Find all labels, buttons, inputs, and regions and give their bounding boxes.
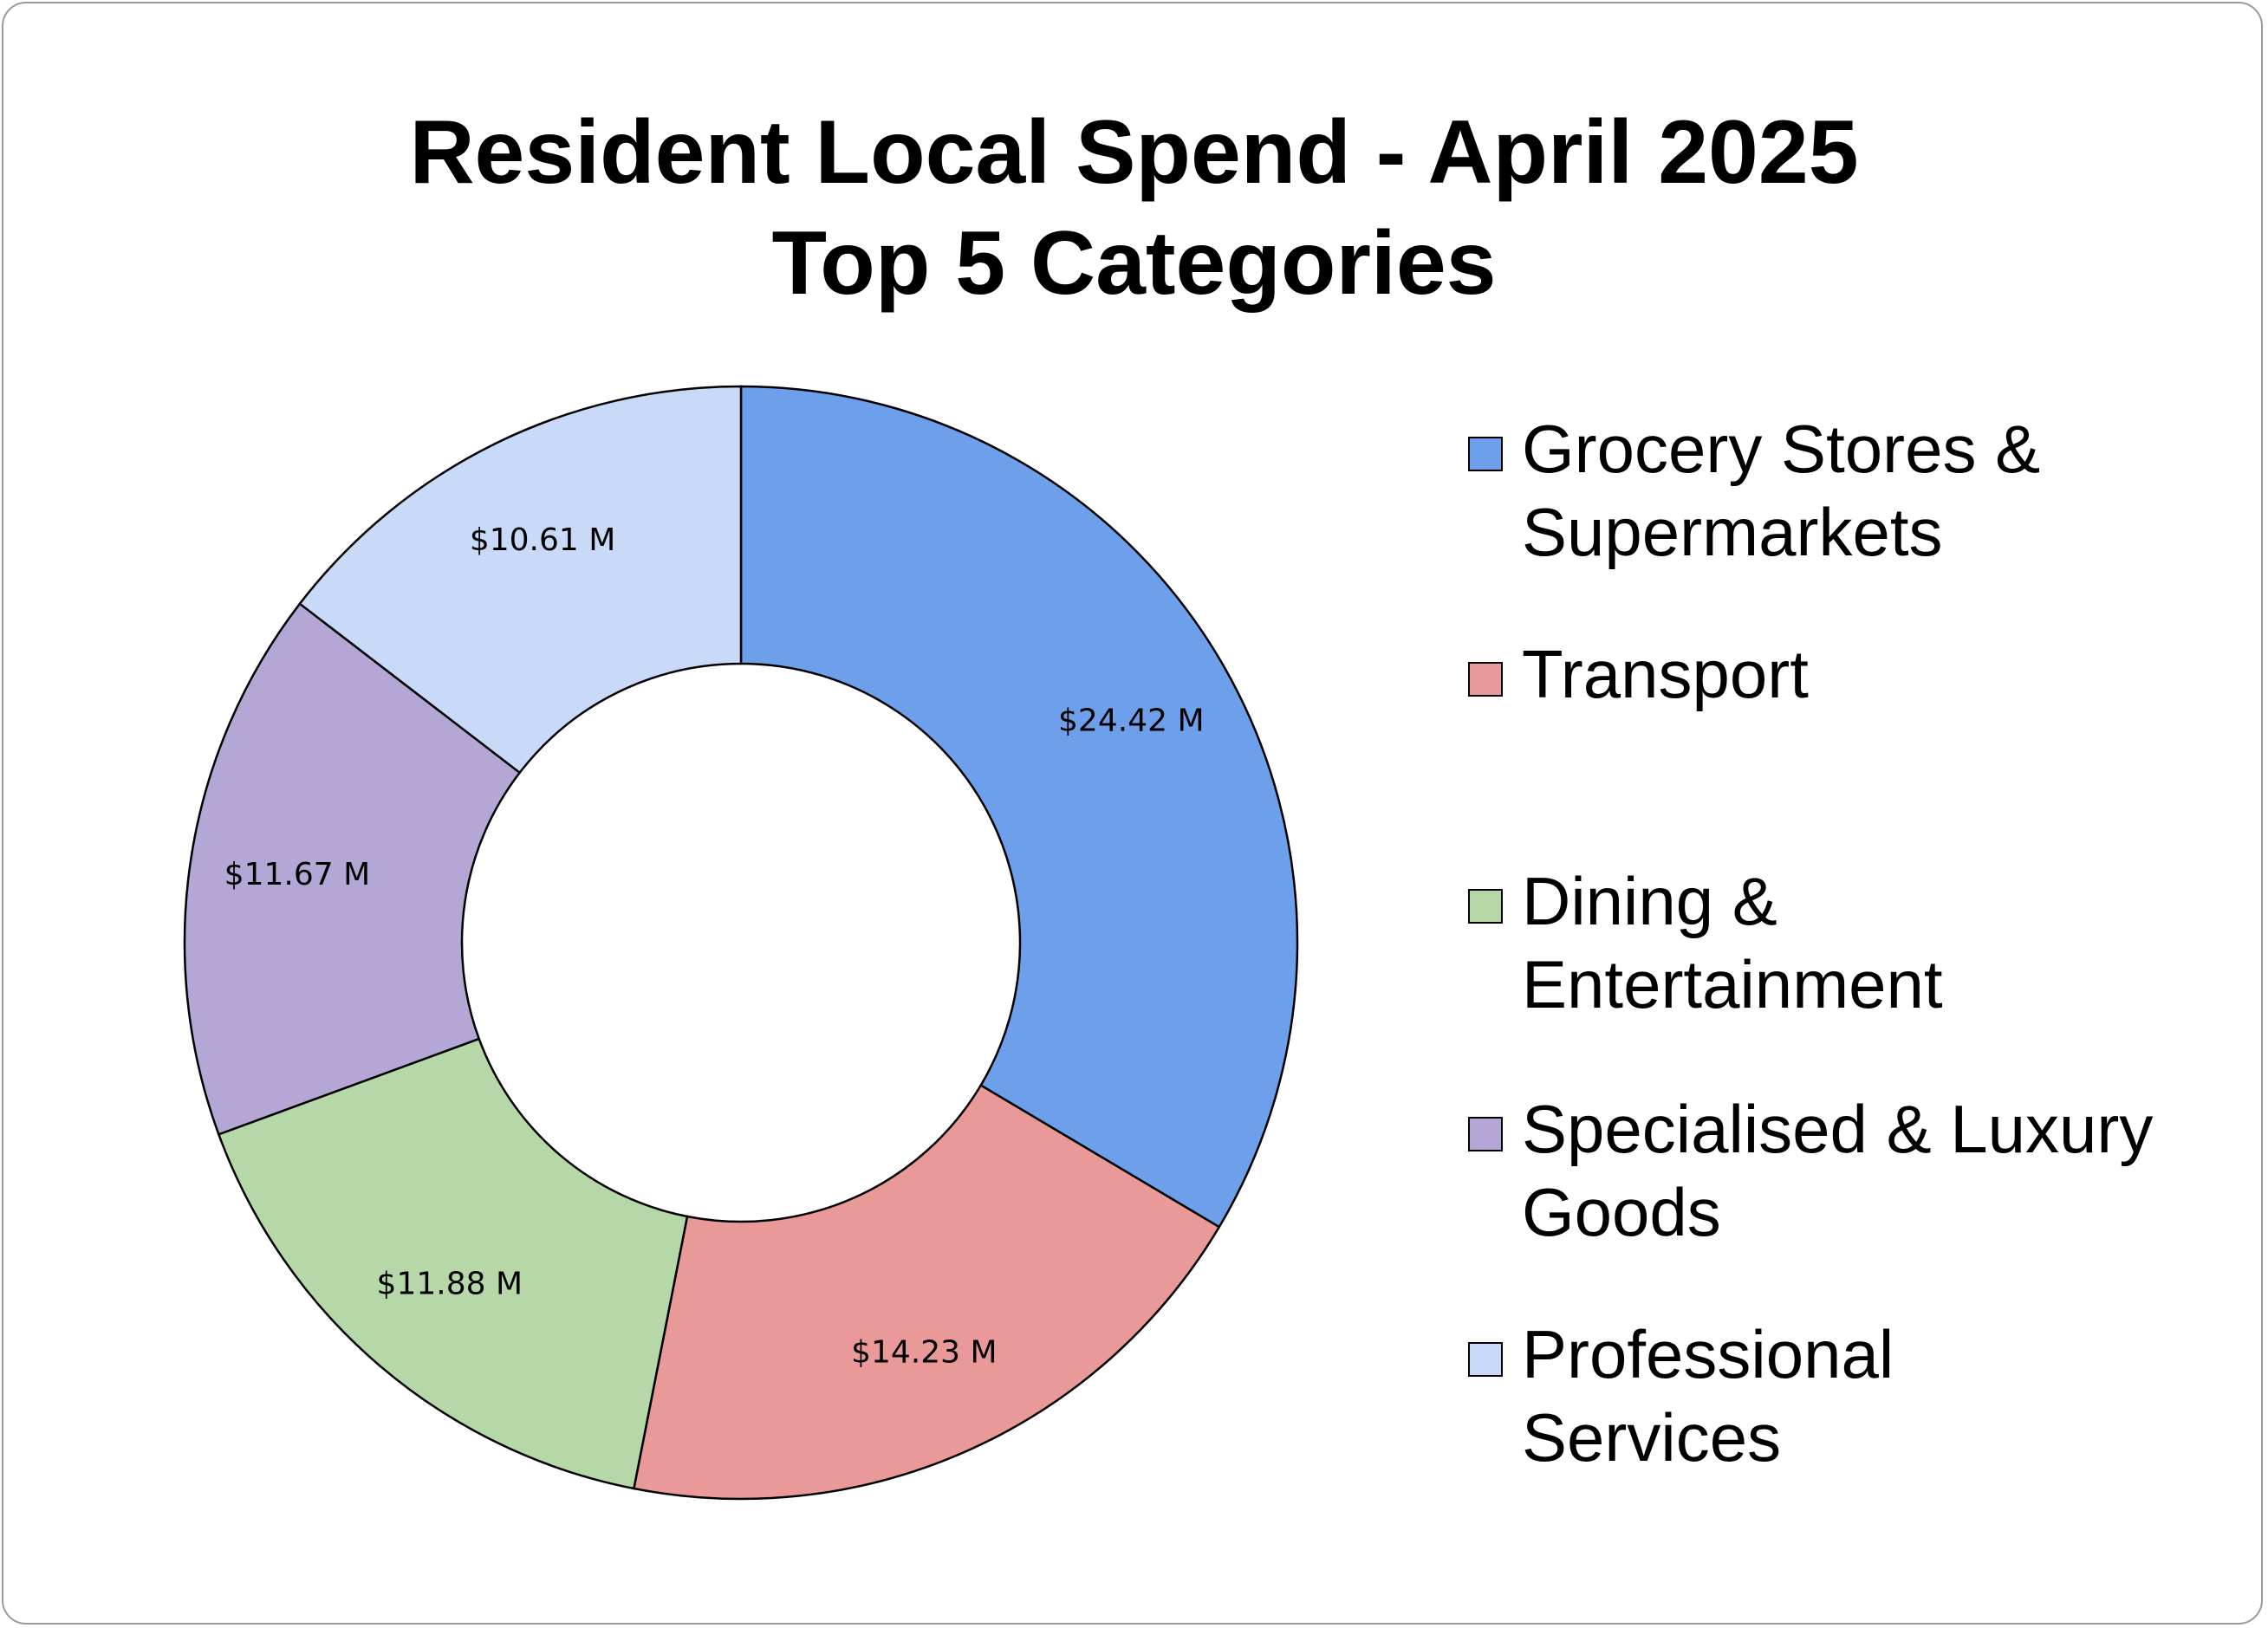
legend-label: Dining & Entertainment xyxy=(1522,863,1943,1022)
legend-label: Transport xyxy=(1522,636,1809,712)
data-label-specialised-and-luxury-goods: $11.67 M xyxy=(224,857,370,892)
slice-professional-services xyxy=(298,385,743,775)
data-label-professional-services: $10.61 M xyxy=(470,522,615,558)
legend-swatch xyxy=(1468,437,1503,471)
slice-specialised-and-luxury-goods xyxy=(183,602,522,1136)
chart-subtitle: Top 5 Categories xyxy=(771,213,1497,314)
legend-item-grocery-stores-and-supermarkets: Grocery Stores & Supermarkets xyxy=(1468,407,2232,574)
legend-item-specialised-and-luxury-goods: Specialised & Luxury Goods xyxy=(1468,1087,2232,1254)
legend-label: Professional Services xyxy=(1522,1316,1894,1476)
legend-label: Grocery Stores & Supermarkets xyxy=(1522,411,2041,570)
slice-grocery-stores-and-supermarkets xyxy=(739,385,1299,1229)
slice-dining-and-entertainment xyxy=(217,1037,689,1490)
data-label-transport: $14.23 M xyxy=(851,1334,997,1370)
legend-label: Specialised & Luxury Goods xyxy=(1522,1091,2154,1250)
legend-item-professional-services: Professional Services xyxy=(1468,1313,2232,1479)
legend-swatch xyxy=(1468,662,1503,697)
data-label-grocery-stores-and-supermarkets: $24.42 M xyxy=(1058,703,1204,738)
legend-swatch xyxy=(1468,889,1503,924)
chart-title: Resident Local Spend - April 2025 xyxy=(409,102,1859,203)
legend-item-dining-and-entertainment: Dining & Entertainment xyxy=(1468,859,2232,1026)
slice-transport xyxy=(632,1083,1221,1501)
legend-swatch xyxy=(1468,1342,1503,1377)
data-label-dining-and-entertainment: $11.88 M xyxy=(377,1267,523,1302)
legend-swatch xyxy=(1468,1117,1503,1151)
legend-item-transport: Transport xyxy=(1468,632,2232,716)
